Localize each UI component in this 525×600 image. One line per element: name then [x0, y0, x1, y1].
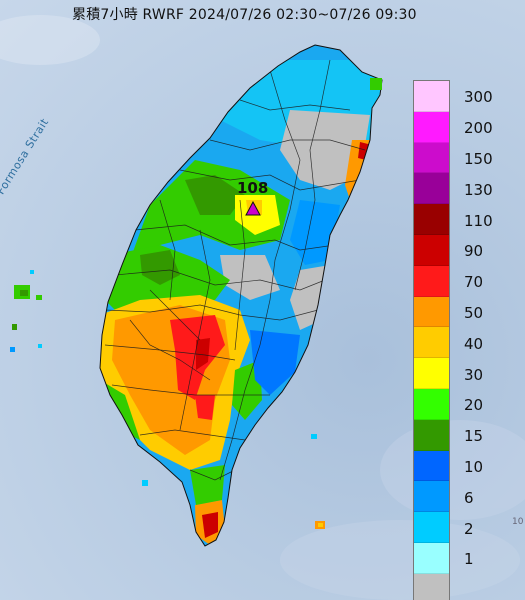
color-legend — [413, 80, 450, 600]
max-rain-marker — [245, 200, 261, 216]
taiwan-island — [99, 44, 383, 547]
legend-swatch — [414, 204, 449, 235]
legend-swatch — [414, 111, 449, 143]
legend-swatch — [414, 327, 449, 359]
legend-label: 50 — [464, 304, 484, 322]
legend-label: 300 — [464, 88, 493, 107]
legend-label: 110 — [464, 211, 493, 230]
legend-label: 20 — [464, 396, 484, 415]
legend-label: 15 — [464, 427, 484, 446]
max-value-label: 108 — [237, 179, 269, 197]
legend-swatch — [414, 265, 449, 297]
legend-swatch — [414, 142, 449, 174]
legend-label: 130 — [464, 180, 493, 199]
legend-label: 40 — [464, 334, 484, 353]
legend-swatch — [414, 81, 449, 112]
legend-label: 30 — [464, 365, 484, 384]
legend-label: 6 — [464, 488, 474, 507]
legend-swatch — [414, 419, 449, 451]
legend-label: 200 — [464, 119, 493, 138]
legend-label: 90 — [464, 242, 484, 261]
legend-label: 2 — [464, 519, 474, 538]
legend-label: 10 — [464, 458, 484, 476]
legend-swatch — [414, 450, 449, 482]
legend-swatch — [414, 573, 449, 600]
legend-swatch — [414, 481, 449, 513]
legend-swatch — [414, 512, 449, 543]
legend-label: 70 — [464, 273, 484, 292]
legend-label: 1 — [464, 550, 474, 569]
legend-swatch — [414, 173, 449, 205]
corner-mark: 10 — [512, 517, 524, 527]
map-title: 累積7小時 RWRF 2024/07/26 02:30~07/26 09:30 — [72, 7, 417, 23]
legend-swatch — [414, 234, 449, 266]
legend-swatch — [414, 358, 449, 389]
legend-swatch — [414, 296, 449, 328]
legend-swatch — [414, 388, 449, 420]
legend-label: 150 — [464, 150, 493, 168]
legend-swatch — [414, 542, 449, 574]
offshore-islands — [10, 78, 382, 529]
